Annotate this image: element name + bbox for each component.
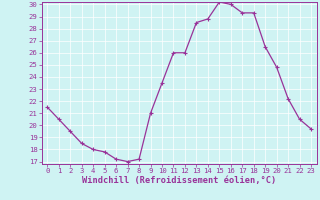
X-axis label: Windchill (Refroidissement éolien,°C): Windchill (Refroidissement éolien,°C) <box>82 176 276 185</box>
